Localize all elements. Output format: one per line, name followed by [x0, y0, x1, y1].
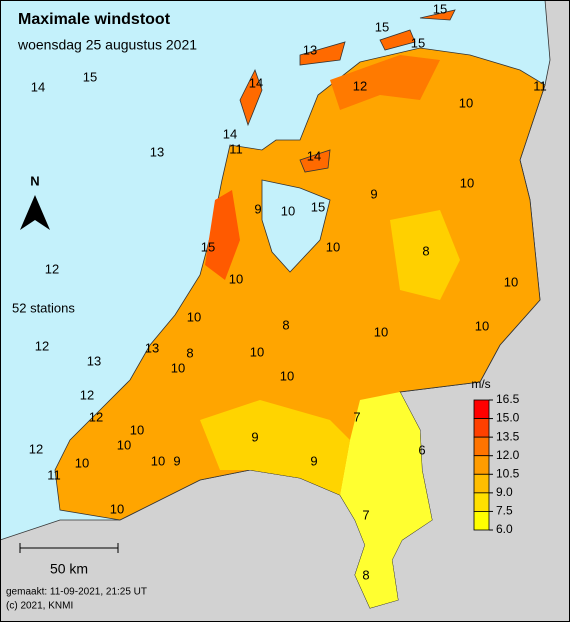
station-value: 7 [362, 507, 369, 522]
station-value: 10 [229, 271, 243, 286]
station-value: 10 [459, 95, 473, 110]
station-value: 8 [422, 243, 429, 258]
low-wind-zone [340, 392, 432, 608]
station-value: 6 [418, 442, 425, 457]
station-value: 10 [280, 368, 294, 383]
legend-label: 9.0 [496, 485, 513, 499]
compass-label: N [30, 173, 39, 188]
station-value: 10 [117, 437, 131, 452]
station-value: 12 [80, 387, 94, 402]
legend-label: 16.5 [496, 392, 520, 406]
station-value: 10 [326, 239, 340, 254]
high-wind-zone [330, 55, 440, 110]
legend-swatch [473, 492, 490, 512]
station-count: 52 stations [12, 300, 75, 315]
title: Maximale windstoot [18, 11, 171, 28]
station-value: 10 [110, 501, 124, 516]
station-value: 9 [310, 453, 317, 468]
station-value: 10 [187, 309, 201, 324]
station-value: 10 [75, 455, 89, 470]
station-value: 10 [475, 318, 489, 333]
legend-label: 12.0 [496, 448, 520, 462]
ijsselmeer [261, 179, 331, 273]
station-value: 10 [460, 175, 474, 190]
station-value: 10 [130, 422, 144, 437]
station-value: 10 [374, 324, 388, 339]
station-value: 8 [362, 567, 369, 582]
station-value: 12 [45, 261, 59, 276]
station-value: 13 [87, 353, 101, 368]
station-value: 8 [186, 345, 193, 360]
station-value: 7 [353, 409, 360, 424]
station-value: 9 [370, 186, 377, 201]
legend-swatch [473, 473, 490, 494]
station-value: 9 [173, 453, 180, 468]
station-value: 15 [433, 1, 447, 16]
station-value: 10 [151, 453, 165, 468]
station-value: 12 [35, 338, 49, 353]
station-value: 14 [249, 75, 263, 90]
scale-label: 50 km [50, 561, 88, 577]
legend-label: 6.0 [496, 522, 513, 536]
station-value: 13 [150, 144, 164, 159]
legend-label: 7.5 [496, 504, 513, 518]
station-value: 11 [229, 141, 243, 156]
station-value: 8 [282, 317, 289, 332]
legend-unit: m/s [471, 377, 490, 391]
station-value: 14 [31, 79, 45, 94]
footer-copyright: (c) 2021, KNMI [6, 601, 73, 612]
station-value: 14 [223, 126, 237, 141]
station-value: 10 [171, 360, 185, 375]
high-wind-zone [205, 190, 240, 280]
station-value: 10 [250, 344, 264, 359]
low-wind-zone [390, 210, 460, 300]
low-wind-zone [200, 400, 350, 495]
legend-swatch [473, 511, 490, 531]
legend-swatch [473, 399, 490, 419]
station-value: 15 [375, 19, 389, 34]
station-value: 9 [251, 429, 258, 444]
station-value: 11 [533, 78, 547, 93]
north-arrow [20, 195, 50, 230]
station-value: 13 [145, 340, 159, 355]
legend-swatch [473, 418, 490, 438]
station-value: 11 [47, 467, 61, 482]
station-value: 10 [281, 203, 295, 218]
station-value: 12 [89, 409, 103, 424]
station-value: 13 [303, 42, 317, 57]
legend-label: 15.0 [496, 411, 520, 425]
islands [239, 9, 456, 173]
legend: 16.5 15.0 13.5 12.0 10.5 9.0 7.5 6.0 [473, 392, 520, 536]
station-value: 15 [83, 69, 97, 84]
station-value: 15 [201, 239, 215, 254]
legend-swatch [473, 455, 490, 475]
station-value: 15 [311, 199, 325, 214]
station-value: 12 [353, 78, 367, 93]
subtitle: woensdag 25 augustus 2021 [17, 37, 197, 53]
legend-label: 10.5 [496, 466, 520, 480]
station-value: 12 [29, 441, 43, 456]
footer-made: gemaakt: 11-09-2021, 21:25 UT [6, 587, 147, 598]
station-value: 10 [504, 274, 518, 289]
station-value: 15 [411, 35, 425, 50]
station-value: 9 [254, 201, 261, 216]
legend-swatch [473, 436, 490, 457]
station-value: 14 [307, 148, 321, 163]
legend-label: 13.5 [496, 429, 520, 443]
